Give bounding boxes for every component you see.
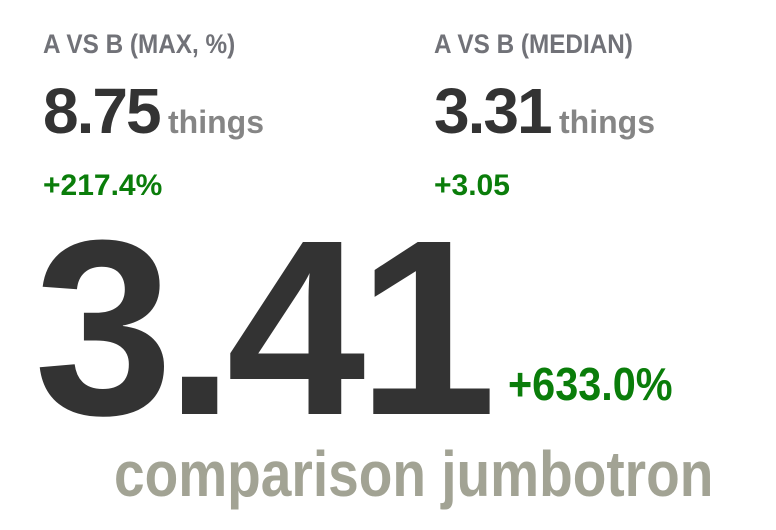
stat-delta: +3.05 bbox=[434, 169, 510, 202]
stat-value: 8.75 bbox=[43, 75, 162, 147]
stat-value-row: 8.75 things bbox=[43, 76, 264, 164]
stat-value: 3.31 bbox=[434, 75, 553, 147]
jumbotron-caption: comparison jumbotron bbox=[114, 438, 714, 510]
jumbotron-value: 3.41 bbox=[34, 188, 497, 467]
stat-unit: things bbox=[559, 104, 655, 140]
stat-delta: +217.4% bbox=[43, 169, 163, 202]
stat-label: A VS B (MAX, %) bbox=[43, 29, 236, 59]
stat-label: A VS B (MEDIAN) bbox=[434, 29, 633, 59]
stat-value-row: 3.31 things bbox=[434, 76, 655, 164]
stat-unit: things bbox=[168, 104, 264, 140]
jumbotron-delta: +633.0% bbox=[508, 358, 673, 410]
